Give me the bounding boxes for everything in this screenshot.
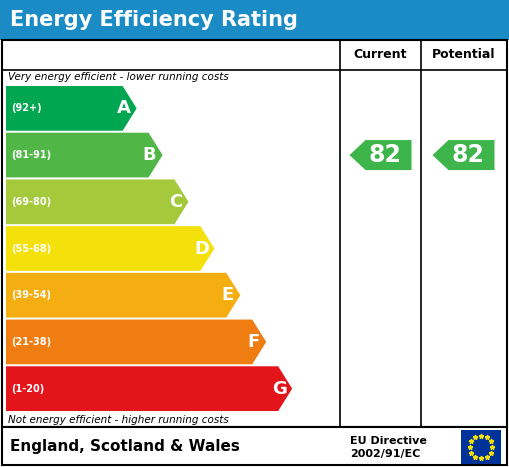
- Text: A: A: [117, 99, 131, 117]
- Bar: [0, 0, 509, 40]
- Text: (39-54): (39-54): [11, 290, 51, 300]
- Text: Not energy efficient - higher running costs: Not energy efficient - higher running co…: [8, 415, 229, 425]
- Text: Potential: Potential: [432, 49, 495, 62]
- Text: B: B: [143, 146, 156, 164]
- Polygon shape: [433, 140, 495, 170]
- Bar: [2, 40, 507, 427]
- Text: (21-38): (21-38): [11, 337, 51, 347]
- Polygon shape: [6, 366, 292, 411]
- Text: (55-68): (55-68): [11, 243, 51, 254]
- Polygon shape: [6, 86, 136, 131]
- Text: G: G: [272, 380, 287, 397]
- Text: D: D: [194, 240, 209, 257]
- Polygon shape: [350, 140, 411, 170]
- Text: (1-20): (1-20): [11, 384, 44, 394]
- Polygon shape: [6, 133, 162, 177]
- Bar: [461, 430, 501, 464]
- Text: 82: 82: [368, 143, 401, 167]
- Text: 82: 82: [451, 143, 484, 167]
- Text: England, Scotland & Wales: England, Scotland & Wales: [10, 439, 240, 454]
- Text: F: F: [247, 333, 260, 351]
- Text: Energy Efficiency Rating: Energy Efficiency Rating: [10, 10, 298, 30]
- Polygon shape: [6, 319, 266, 364]
- Text: EU Directive: EU Directive: [350, 436, 427, 446]
- Text: (69-80): (69-80): [11, 197, 51, 207]
- Text: (81-91): (81-91): [11, 150, 51, 160]
- Text: (92+): (92+): [11, 103, 42, 113]
- Polygon shape: [6, 179, 188, 224]
- Text: C: C: [169, 193, 182, 211]
- Text: 2002/91/EC: 2002/91/EC: [350, 449, 420, 459]
- Polygon shape: [6, 226, 214, 271]
- Polygon shape: [6, 273, 240, 318]
- Text: Very energy efficient - lower running costs: Very energy efficient - lower running co…: [8, 72, 229, 82]
- Bar: [2, 427, 507, 465]
- Text: Current: Current: [354, 49, 407, 62]
- Text: E: E: [221, 286, 234, 304]
